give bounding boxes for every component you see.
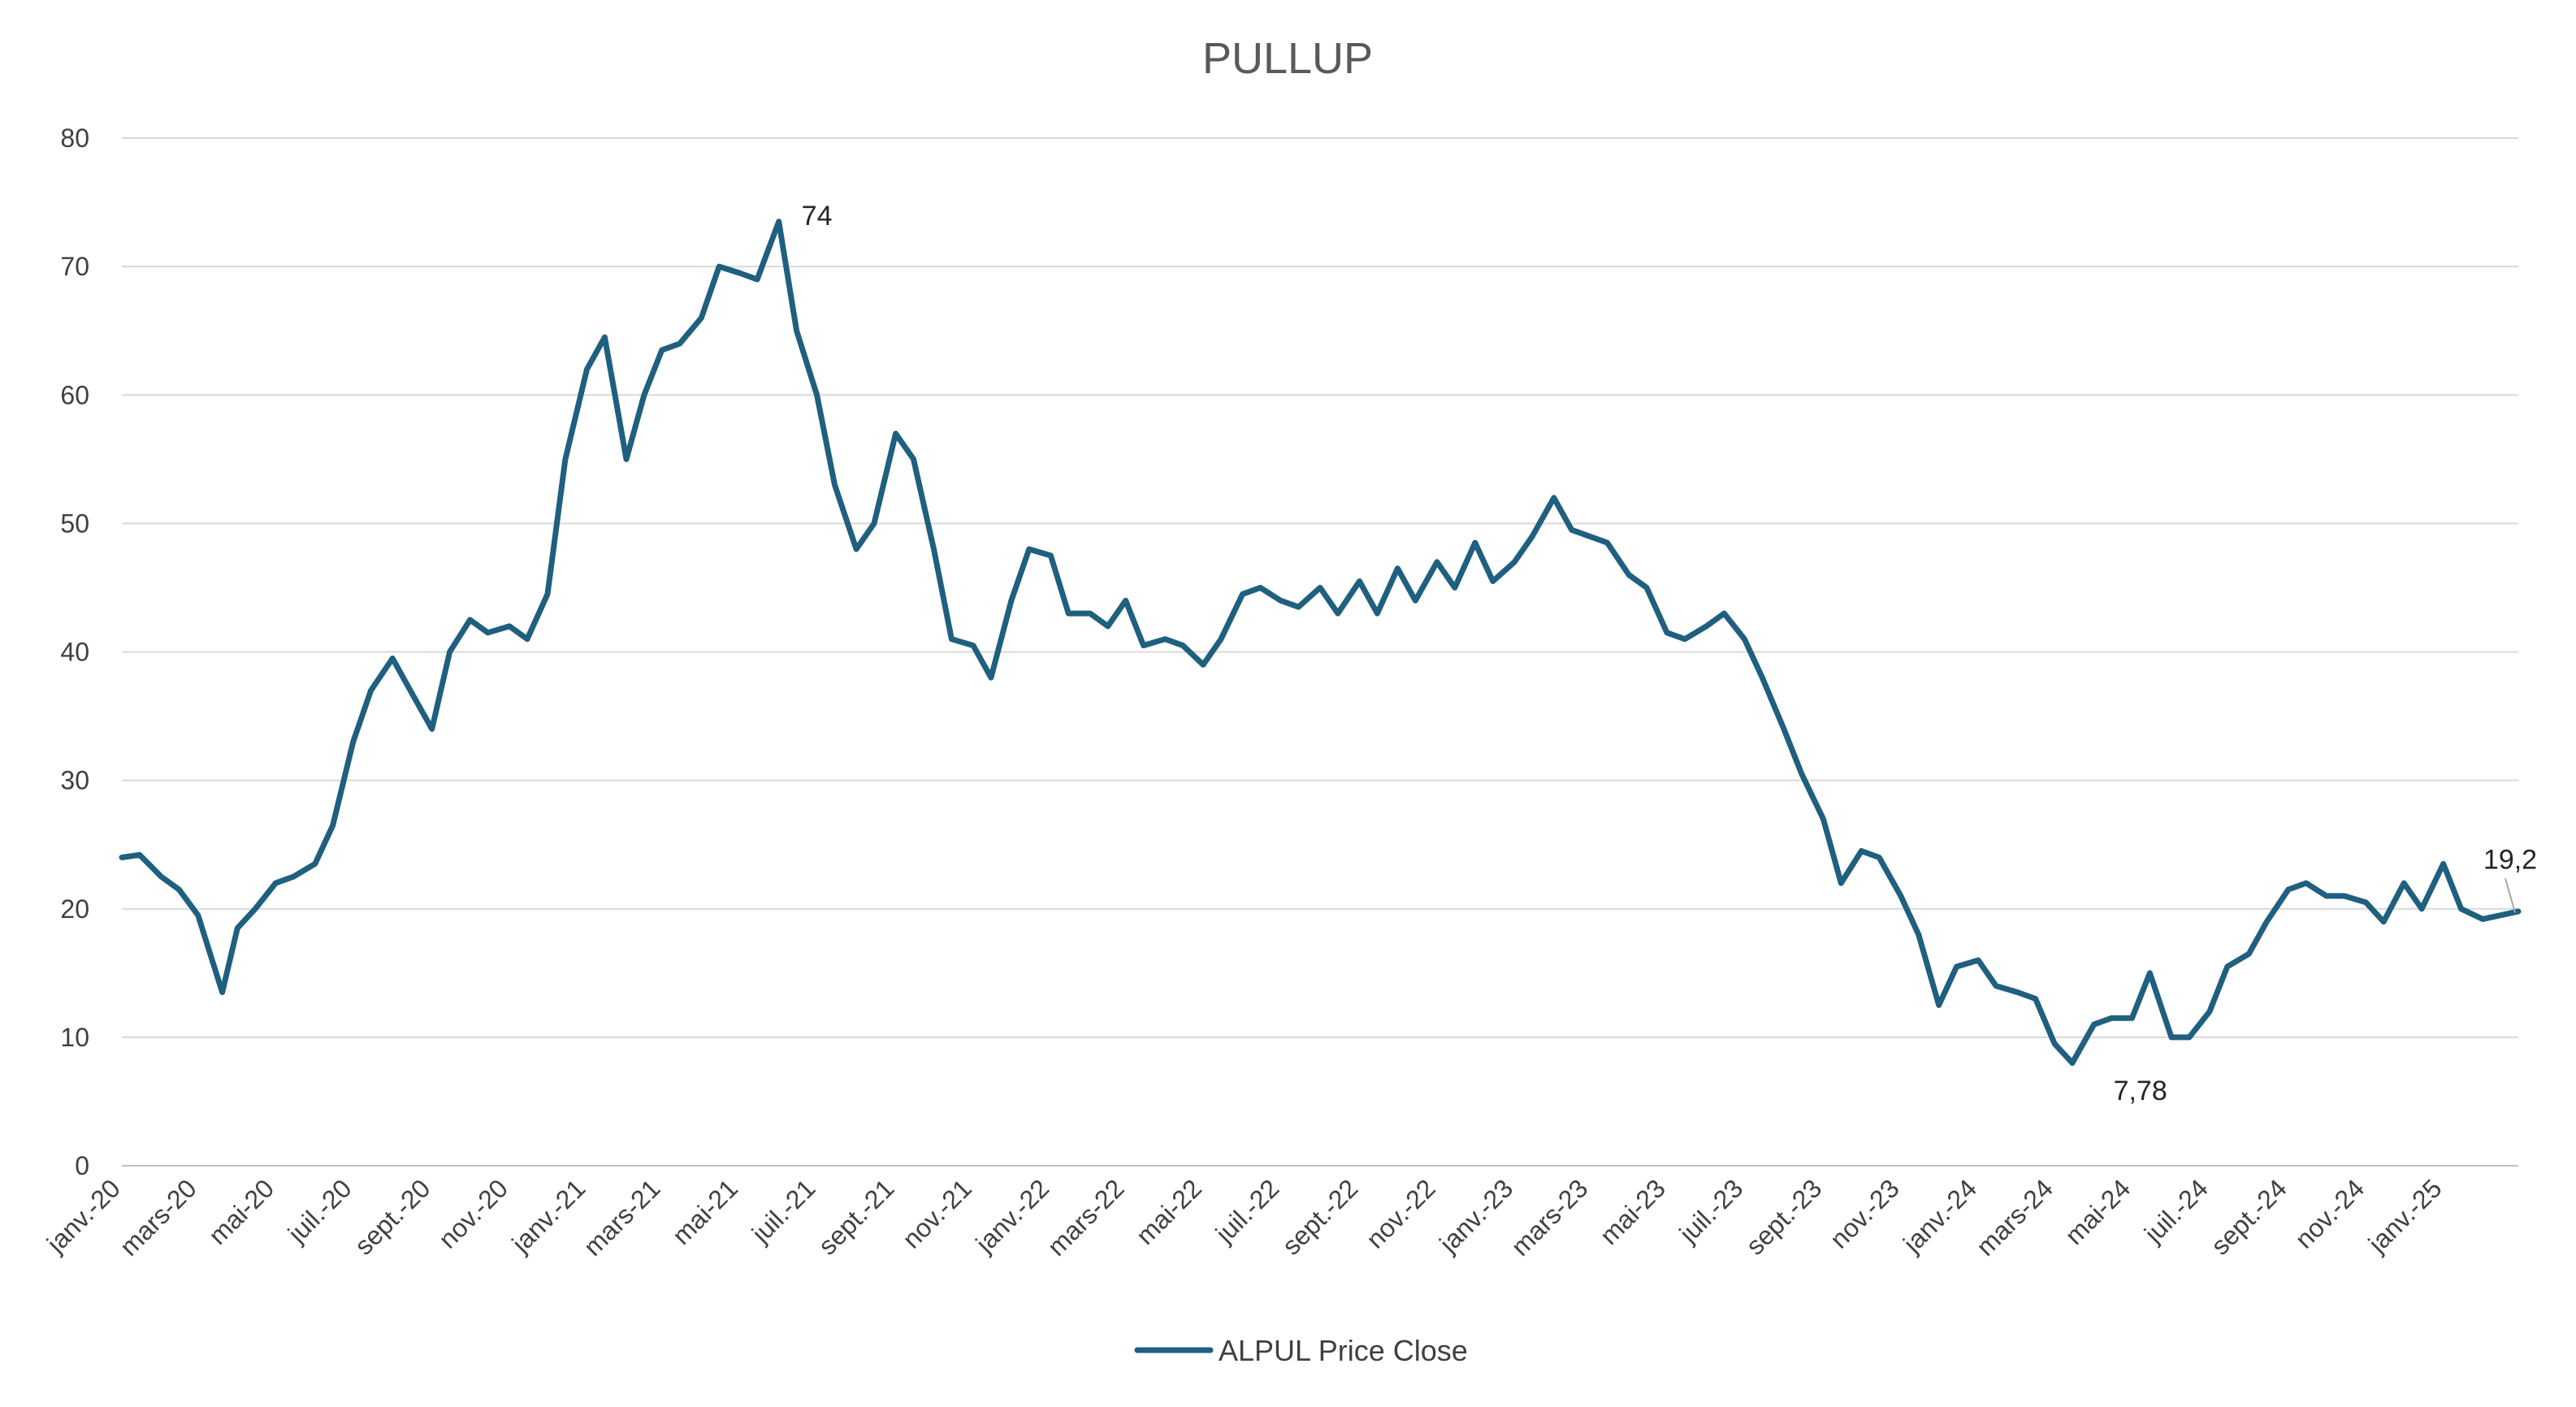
y-tick-label: 20 [60, 894, 89, 924]
x-tick-label: nov.-24 [2289, 1173, 2370, 1253]
x-tick-label: nov.-20 [433, 1173, 513, 1253]
y-tick-label: 40 [60, 638, 89, 667]
x-tick-label: sept.-20 [349, 1173, 435, 1260]
x-tick-label: nov.-22 [1361, 1173, 1441, 1253]
x-tick-label: mai-20 [203, 1173, 280, 1250]
y-tick-label: 60 [60, 380, 89, 409]
x-tick-label: sept.-24 [2206, 1173, 2292, 1260]
y-axis-ticks: 0 10 20 30 40 50 60 70 80 [60, 123, 89, 1180]
data-label: 7,78 [2114, 1076, 2167, 1106]
x-tick-label: janv.-25 [2362, 1173, 2448, 1258]
x-tick-label: mai-22 [1130, 1173, 1207, 1250]
x-tick-label: nov.-21 [897, 1173, 977, 1253]
x-tick-label: juil.-22 [1210, 1173, 1285, 1249]
x-tick-label: juil.-23 [1673, 1173, 1749, 1249]
x-tick-label: mars-20 [114, 1173, 201, 1261]
chart-title: PULLUP [1202, 34, 1373, 83]
legend-label: ALPUL Price Close [1219, 1334, 1468, 1367]
legend: ALPUL Price Close [1134, 1334, 1468, 1367]
y-tick-label: 70 [60, 252, 89, 281]
data-labels: 74 7,78 19,2 [802, 201, 2537, 1106]
x-tick-label: mai-24 [2059, 1173, 2137, 1250]
series-line-alpul-price-close [119, 219, 2522, 1066]
y-tick-label: 50 [60, 509, 89, 538]
x-tick-label: mars-24 [1971, 1173, 2059, 1261]
x-tick-label: mars-23 [1505, 1173, 1593, 1261]
x-tick-label: mai-23 [1594, 1173, 1671, 1250]
y-tick-label: 80 [60, 123, 89, 153]
x-tick-label: janv.-20 [41, 1173, 126, 1258]
x-tick-label: juil.-21 [746, 1173, 821, 1249]
series-layer [119, 219, 2522, 1066]
data-label: 74 [802, 201, 833, 232]
gridlines [122, 137, 2518, 1167]
x-tick-label: sept.-22 [1276, 1173, 1363, 1260]
x-tick-label: mai-21 [667, 1173, 744, 1250]
y-tick-label: 10 [60, 1023, 89, 1052]
x-tick-label: nov.-23 [1825, 1173, 1905, 1253]
y-tick-label: 0 [75, 1151, 89, 1180]
x-tick-label: janv.-24 [1897, 1173, 1982, 1258]
data-label: 19,2 [2483, 844, 2537, 875]
x-tick-label: janv.-23 [1433, 1173, 1518, 1258]
x-tick-label: juil.-20 [282, 1173, 357, 1249]
x-tick-label: juil.-24 [2138, 1173, 2214, 1249]
x-tick-label: sept.-23 [1740, 1173, 1827, 1260]
x-tick-label: janv.-22 [969, 1173, 1054, 1258]
data-label-connector [2505, 878, 2516, 913]
y-tick-label: 30 [60, 766, 89, 795]
x-tick-label: mars-22 [1041, 1173, 1129, 1261]
x-tick-label: mars-21 [578, 1173, 665, 1261]
x-tick-label: janv.-21 [505, 1173, 591, 1258]
x-tick-label: sept.-21 [812, 1173, 899, 1260]
